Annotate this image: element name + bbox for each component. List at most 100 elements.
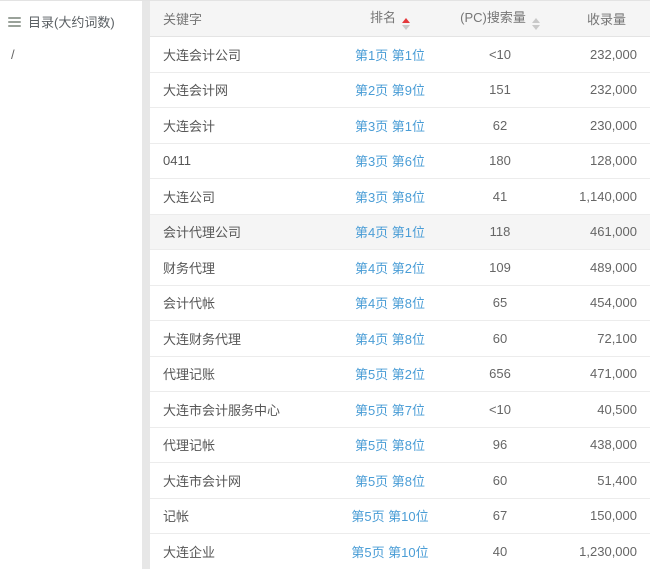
rank-cell: 第3页 第8位: [320, 187, 460, 206]
sort-icon-pc-search-volume[interactable]: [531, 18, 540, 30]
indexed-count-cell: 1,140,000: [579, 188, 637, 204]
column-header-pc-search-volume-label: (PC)搜索量: [460, 10, 526, 25]
pc-search-volume-cell: 109: [489, 259, 511, 275]
keyword-cell: 大连公司: [163, 189, 216, 205]
keyword-cell: 代理记帐: [163, 438, 216, 454]
column-header-pc-search-volume[interactable]: (PC)搜索量: [460, 7, 540, 30]
rank-link[interactable]: 第4页 第1位: [354, 225, 426, 241]
rank-link[interactable]: 第5页 第8位: [354, 473, 426, 489]
keyword-cell: 记帐: [163, 509, 190, 525]
table-row: 大连市会计网 第5页 第8位 60 51,400: [150, 463, 650, 499]
table-row: 会计代帐 第4页 第8位 65 454,000: [150, 285, 650, 321]
keyword-cell: 大连市会计服务中心: [163, 402, 281, 418]
indexed-count-cell: 230,000: [590, 117, 637, 133]
pc-search-volume-cell: 40: [492, 543, 508, 559]
rank-cell: 第4页 第1位: [320, 222, 460, 241]
keyword-cell: 大连财务代理: [163, 331, 242, 347]
rank-cell: 第1页 第1位: [320, 45, 460, 64]
column-header-keyword-label: 关键字: [163, 12, 203, 27]
keyword-cell: 会计代帐: [163, 296, 216, 312]
rank-link[interactable]: 第5页 第10位: [351, 544, 429, 560]
rank-link[interactable]: 第1页 第1位: [354, 47, 426, 63]
table-header-row: 关键字 排名 (PC)搜索量 收录量: [150, 1, 650, 37]
indexed-count-cell: 454,000: [590, 295, 637, 311]
table-row: 财务代理 第4页 第2位 109 489,000: [150, 250, 650, 286]
keyword-cell: 大连会计公司: [163, 47, 242, 63]
rank-cell: 第4页 第2位: [320, 258, 460, 277]
rank-cell: 第5页 第8位: [320, 471, 460, 490]
rank-link[interactable]: 第4页 第8位: [354, 296, 426, 312]
column-header-indexed-label: 收录量: [586, 12, 626, 27]
rank-link[interactable]: 第5页 第8位: [354, 438, 426, 454]
rank-link[interactable]: 第3页 第1位: [354, 118, 426, 134]
pc-search-volume-cell: 656: [489, 366, 511, 382]
indexed-count-cell: 438,000: [590, 437, 637, 453]
table-row: 0411 第3页 第6位 180 128,000: [150, 143, 650, 179]
indexed-count-cell: 232,000: [590, 46, 637, 62]
rank-link[interactable]: 第5页 第2位: [354, 367, 426, 383]
keyword-cell: 代理记账: [163, 367, 216, 383]
table-row: 大连财务代理 第4页 第8位 60 72,100: [150, 321, 650, 357]
table-row: 大连会计 第3页 第1位 62 230,000: [150, 108, 650, 144]
indexed-count-cell: 40,500: [597, 401, 637, 417]
indexed-count-cell: 232,000: [590, 82, 637, 98]
rank-cell: 第5页 第10位: [320, 506, 460, 525]
pc-search-volume-cell: 180: [489, 153, 511, 169]
pc-search-volume-cell: 62: [492, 117, 508, 133]
pc-search-volume-cell: 65: [492, 295, 508, 311]
keyword-cell: 大连会计: [163, 118, 216, 134]
column-header-rank[interactable]: 排名: [320, 7, 460, 30]
pc-search-volume-cell: 60: [492, 330, 508, 346]
indexed-count-cell: 51,400: [597, 472, 637, 488]
rank-link[interactable]: 第2页 第9位: [354, 83, 426, 99]
rank-link[interactable]: 第5页 第7位: [354, 402, 426, 418]
pc-search-volume-cell: <10: [488, 46, 512, 62]
table-row: 记帐 第5页 第10位 67 150,000: [150, 498, 650, 534]
rank-cell: 第5页 第10位: [320, 542, 460, 561]
indexed-count-cell: 461,000: [590, 224, 637, 240]
column-header-indexed: 收录量: [540, 9, 650, 28]
column-header-keyword: 关键字: [150, 9, 320, 28]
sidebar-header: 目录(大约词数): [0, 1, 142, 31]
table-row: 代理记账 第5页 第2位 656 471,000: [150, 356, 650, 392]
indexed-count-cell: 471,000: [590, 366, 637, 382]
rank-link[interactable]: 第4页 第2位: [354, 260, 426, 276]
keyword-cell: 大连企业: [163, 544, 216, 560]
keyword-cell: 大连市会计网: [163, 473, 242, 489]
list-icon: [8, 16, 21, 27]
sidebar: 目录(大约词数) /: [0, 1, 142, 569]
table-row: 代理记帐 第5页 第8位 96 438,000: [150, 427, 650, 463]
sort-icon-rank[interactable]: [402, 18, 410, 30]
table-body: 大连会计公司 第1页 第1位 <10 232,000 大连会计网 第2页 第9位…: [150, 37, 650, 569]
rank-cell: 第4页 第8位: [320, 293, 460, 312]
rank-link[interactable]: 第4页 第8位: [354, 331, 426, 347]
indexed-count-cell: 150,000: [590, 508, 637, 524]
rank-cell: 第4页 第8位: [320, 329, 460, 348]
table-row: 大连公司 第3页 第8位 41 1,140,000: [150, 179, 650, 215]
indexed-count-cell: 72,100: [597, 330, 637, 346]
rank-link[interactable]: 第3页 第8位: [354, 189, 426, 205]
table-row: 大连企业 第5页 第10位 40 1,230,000: [150, 534, 650, 569]
keyword-cell: 0411: [163, 153, 191, 169]
indexed-count-cell: 1,230,000: [579, 543, 637, 559]
table-row: 大连会计公司 第1页 第1位 <10 232,000: [150, 37, 650, 73]
pc-search-volume-cell: 67: [492, 508, 508, 524]
rank-cell: 第5页 第7位: [320, 400, 460, 419]
pc-search-volume-cell: 60: [492, 472, 508, 488]
pc-search-volume-cell: <10: [488, 401, 512, 417]
pc-search-volume-cell: 41: [492, 188, 508, 204]
keyword-cell: 会计代理公司: [163, 225, 242, 241]
sidebar-item-root[interactable]: /: [11, 47, 15, 62]
rank-cell: 第3页 第1位: [320, 116, 460, 135]
column-header-rank-label: 排名: [369, 10, 396, 25]
sidebar-title: 目录(大约词数): [28, 15, 115, 30]
rank-link[interactable]: 第5页 第10位: [351, 509, 429, 525]
keyword-cell: 大连会计网: [163, 83, 229, 99]
pc-search-volume-cell: 118: [489, 224, 511, 240]
table-row: 大连会计网 第2页 第9位 151 232,000: [150, 72, 650, 108]
table-row: 大连市会计服务中心 第5页 第7位 <10 40,500: [150, 392, 650, 428]
keyword-cell: 财务代理: [163, 260, 216, 276]
indexed-count-cell: 489,000: [590, 259, 637, 275]
rank-link[interactable]: 第3页 第6位: [354, 154, 426, 170]
